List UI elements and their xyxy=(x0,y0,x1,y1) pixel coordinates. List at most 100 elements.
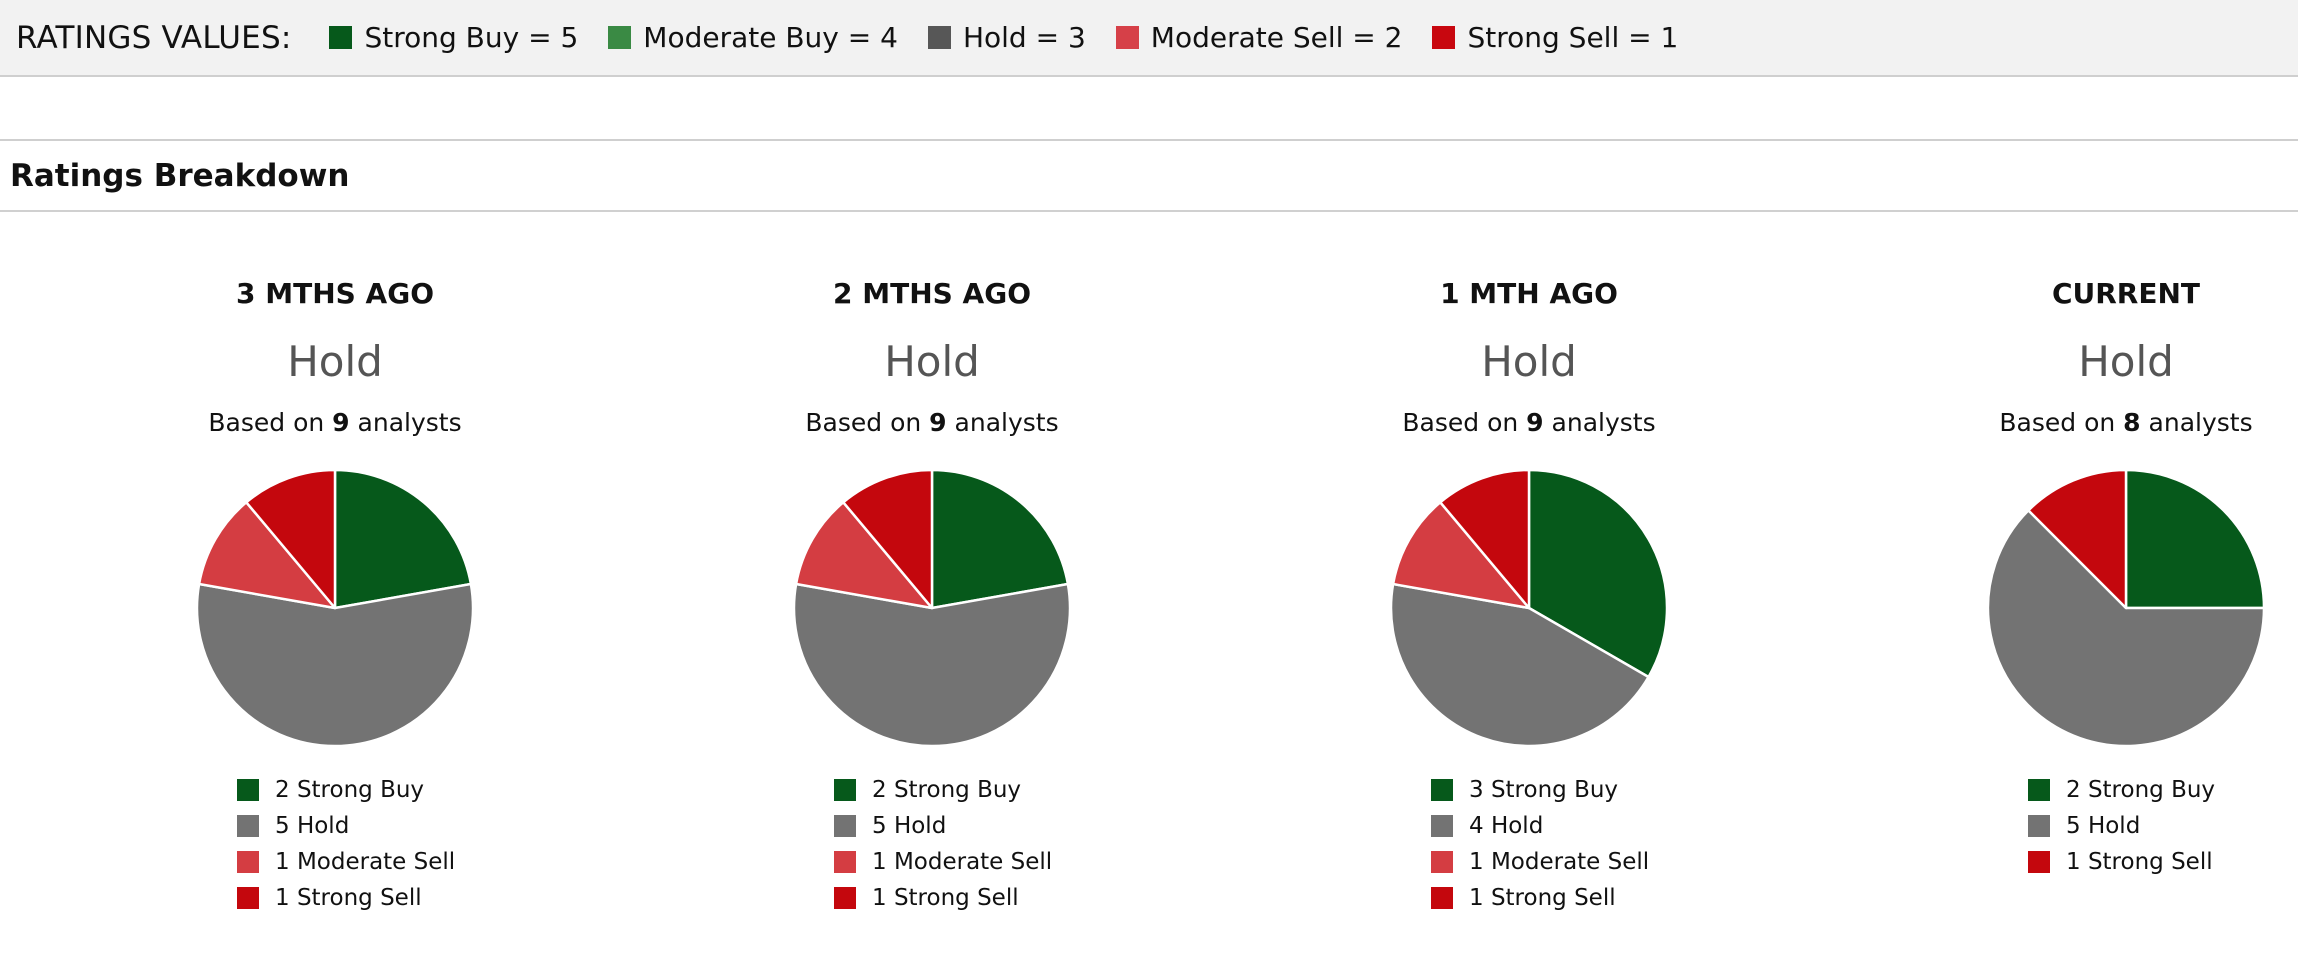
rv-item-hold: Hold = 3 xyxy=(927,21,1086,54)
consensus-rating: Hold xyxy=(2078,337,2174,386)
pie-slice-moderate-sell[interactable] xyxy=(794,501,934,610)
ratings-pie-chart xyxy=(792,468,1072,748)
pie-slice-hold[interactable] xyxy=(792,582,1072,748)
pie-slice-strong-sell[interactable] xyxy=(2027,468,2128,610)
panel-3-mths-ago: 3 MTHS AGO Hold Based on 9 analysts 2 St… xyxy=(125,265,545,925)
pie-slice-strong-buy[interactable] xyxy=(333,468,473,610)
legend-label: 2 Strong Buy xyxy=(275,777,425,803)
legend-swatch-icon xyxy=(237,815,259,837)
ratings-pie-chart xyxy=(195,468,475,748)
based-suffix: analysts xyxy=(349,408,462,437)
legend-item-strong-sell: 1 Strong Sell xyxy=(237,883,422,913)
pie-slice-moderate-sell[interactable] xyxy=(1391,501,1531,610)
legend-swatch-icon xyxy=(834,779,856,801)
analyst-count: 9 xyxy=(1526,408,1544,437)
ratings-values-title: RATINGS VALUES: xyxy=(16,19,292,56)
rv-label: Strong Buy = 5 xyxy=(364,21,579,54)
legend-item-hold: 5 Hold xyxy=(834,811,946,841)
legend-label: 1 Strong Sell xyxy=(872,885,1019,911)
panel-title: CURRENT xyxy=(2051,277,2201,310)
legend-label: 4 Hold xyxy=(1469,813,1544,839)
legend-label: 1 Moderate Sell xyxy=(275,849,456,875)
pie-slice-moderate-sell[interactable] xyxy=(197,501,337,610)
legend-item-strong-buy: 2 Strong Buy xyxy=(2028,775,2215,805)
legend-swatch-icon xyxy=(2028,851,2050,873)
strong-sell-swatch-icon xyxy=(1432,26,1456,49)
rv-item-moderate-buy: Moderate Buy = 4 xyxy=(608,21,898,54)
analyst-count-text: Based on 8 analysts xyxy=(1916,408,2298,437)
based-suffix: analysts xyxy=(946,408,1059,437)
legend-swatch-icon xyxy=(237,851,259,873)
pie-slice-strong-sell[interactable] xyxy=(245,468,337,610)
legend-swatch-icon xyxy=(1431,779,1453,801)
legend-label: 3 Strong Buy xyxy=(1469,777,1619,803)
pie-slice-hold[interactable] xyxy=(1389,582,1650,748)
pie-slice-strong-sell[interactable] xyxy=(1439,468,1531,610)
consensus-rating: Hold xyxy=(287,337,383,386)
legend-swatch-icon xyxy=(834,851,856,873)
pie-slice-hold[interactable] xyxy=(1986,509,2266,748)
ratings-values-bar: RATINGS VALUES: Strong Buy = 5 Moderate … xyxy=(0,0,2298,77)
legend-item-hold: 5 Hold xyxy=(2028,811,2140,841)
legend-label: 5 Hold xyxy=(872,813,947,839)
moderate-buy-swatch-icon xyxy=(608,26,632,49)
rv-item-strong-sell: Strong Sell = 1 xyxy=(1432,21,1678,54)
legend-item-moderate-sell: 1 Moderate Sell xyxy=(1431,847,1649,877)
consensus-rating: Hold xyxy=(884,337,980,386)
legend-item-hold: 4 Hold xyxy=(1431,811,1543,841)
legend-swatch-icon xyxy=(2028,815,2050,837)
analyst-count: 9 xyxy=(332,408,350,437)
legend-label: 1 Moderate Sell xyxy=(1469,849,1650,875)
pie-slice-strong-sell[interactable] xyxy=(842,468,934,610)
pie-slice-strong-buy[interactable] xyxy=(1527,468,1669,679)
based-suffix: analysts xyxy=(2140,408,2253,437)
panel-title: 1 MTH AGO xyxy=(1440,277,1618,310)
ratings-pie-chart xyxy=(1389,468,1669,748)
panel-current: CURRENT Hold Based on 8 analysts 2 Stron… xyxy=(1916,265,2298,925)
panel-2-mths-ago: 2 MTHS AGO Hold Based on 9 analysts 2 St… xyxy=(722,265,1142,925)
moderate-sell-swatch-icon xyxy=(1115,26,1139,49)
spacer-band xyxy=(0,77,2298,141)
hold-swatch-icon xyxy=(927,26,951,49)
legend-swatch-icon xyxy=(1431,851,1453,873)
based-prefix: Based on xyxy=(1999,408,2124,437)
legend-item-strong-sell: 1 Strong Sell xyxy=(1431,883,1616,913)
analyst-count: 9 xyxy=(929,408,947,437)
ratings-pie-chart xyxy=(1986,468,2266,748)
legend-item-moderate-sell: 1 Moderate Sell xyxy=(237,847,455,877)
legend-swatch-icon xyxy=(834,887,856,909)
rv-label: Moderate Buy = 4 xyxy=(643,21,898,54)
legend-item-strong-buy: 3 Strong Buy xyxy=(1431,775,1618,805)
rv-label: Hold = 3 xyxy=(962,21,1086,54)
legend-item-strong-buy: 2 Strong Buy xyxy=(237,775,424,805)
legend-label: 1 Moderate Sell xyxy=(872,849,1053,875)
legend-swatch-icon xyxy=(237,779,259,801)
legend-label: 5 Hold xyxy=(2066,813,2141,839)
based-suffix: analysts xyxy=(1543,408,1656,437)
legend-swatch-icon xyxy=(1431,815,1453,837)
legend-item-moderate-sell: 1 Moderate Sell xyxy=(834,847,1052,877)
legend-item-strong-sell: 1 Strong Sell xyxy=(2028,847,2213,877)
analyst-count-text: Based on 9 analysts xyxy=(1319,408,1739,437)
ratings-breakdown-title: Ratings Breakdown xyxy=(10,157,350,194)
pie-slice-strong-buy[interactable] xyxy=(2124,468,2266,610)
legend-swatch-icon xyxy=(1431,887,1453,909)
rv-label: Strong Sell = 1 xyxy=(1467,21,1679,54)
legend-label: 2 Strong Buy xyxy=(2066,777,2216,803)
legend-swatch-icon xyxy=(237,887,259,909)
based-prefix: Based on xyxy=(1402,408,1527,437)
analyst-count-text: Based on 9 analysts xyxy=(722,408,1142,437)
legend-swatch-icon xyxy=(2028,779,2050,801)
based-prefix: Based on xyxy=(208,408,333,437)
pie-slice-hold[interactable] xyxy=(195,582,475,748)
consensus-rating: Hold xyxy=(1481,337,1577,386)
rv-item-strong-buy: Strong Buy = 5 xyxy=(329,21,578,54)
pie-slice-strong-buy[interactable] xyxy=(930,468,1070,610)
analyst-count-text: Based on 9 analysts xyxy=(125,408,545,437)
legend-item-hold: 5 Hold xyxy=(237,811,349,841)
ratings-breakdown-header: Ratings Breakdown xyxy=(0,141,2298,212)
panel-title: 2 MTHS AGO xyxy=(833,277,1031,310)
legend-label: 1 Strong Sell xyxy=(275,885,422,911)
legend-item-strong-buy: 2 Strong Buy xyxy=(834,775,1021,805)
based-prefix: Based on xyxy=(805,408,930,437)
